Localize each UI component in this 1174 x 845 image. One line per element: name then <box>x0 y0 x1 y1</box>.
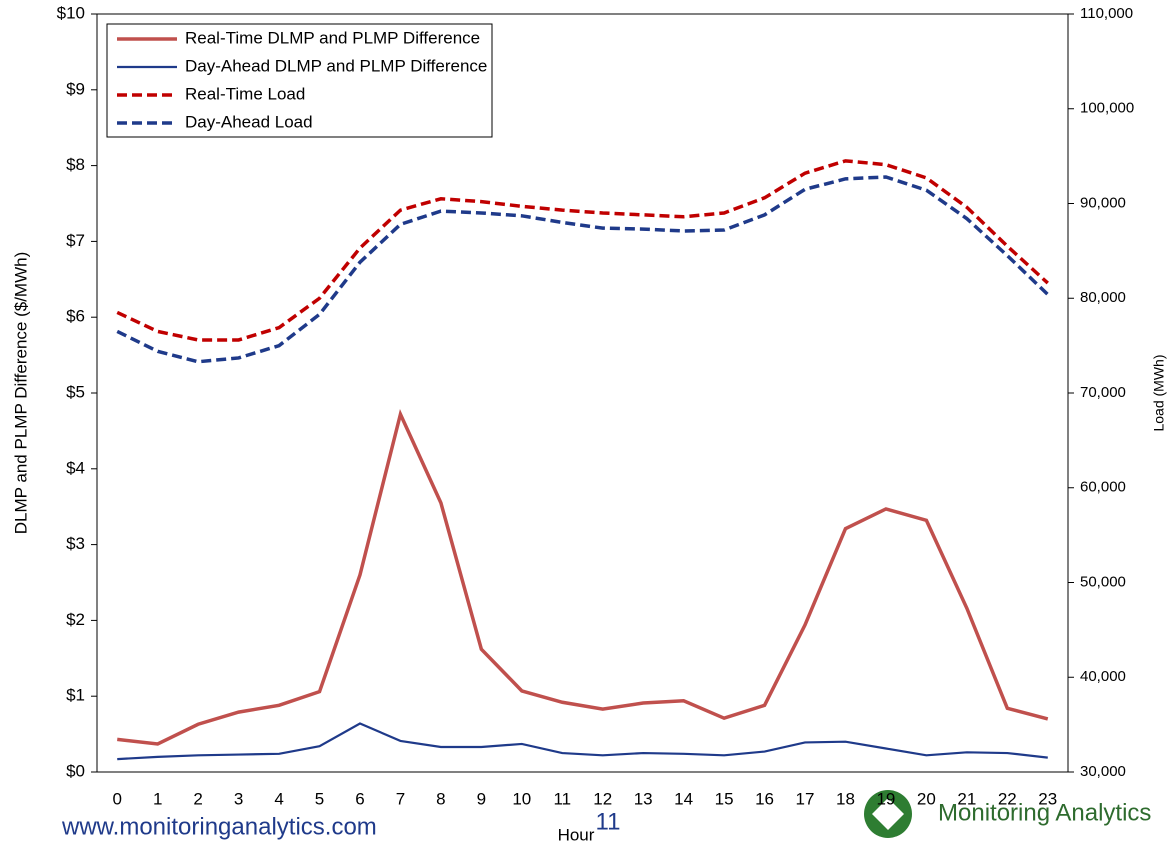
x-tick-label: 0 <box>112 789 121 808</box>
y2-tick-label: 60,000 <box>1080 479 1126 496</box>
y-tick-label: $2 <box>66 610 85 629</box>
x-tick-label: 8 <box>436 789 445 808</box>
x-tick-label: 15 <box>715 789 734 808</box>
x-tick-label: 9 <box>477 789 486 808</box>
legend: Real-Time DLMP and PLMP Difference Day-Ah… <box>106 23 493 138</box>
series-line <box>117 722 1048 761</box>
x-tick-label: 14 <box>674 789 693 808</box>
x-tick-label: 16 <box>755 789 774 808</box>
y-tick-label: $1 <box>66 686 85 705</box>
x-tick-label: 23 <box>1038 789 1057 808</box>
y2-tick-label: 30,000 <box>1080 763 1126 780</box>
y-tick-label: $10 <box>57 3 85 22</box>
y2-tick-label: 50,000 <box>1080 573 1126 590</box>
legend-label: Day-Ahead DLMP and PLMP Difference <box>185 56 487 75</box>
y2-tick-label: 40,000 <box>1080 668 1126 685</box>
x-tick-label: 3 <box>234 789 243 808</box>
footer-url: www.monitoringanalytics.com <box>61 813 377 840</box>
logo-icon <box>864 790 912 838</box>
y-tick-label: $9 <box>66 79 85 98</box>
x-tick-label: 13 <box>634 789 653 808</box>
y-tick-label: $6 <box>66 307 85 326</box>
x-tick-label: 2 <box>193 789 202 808</box>
x-tick-label: 22 <box>998 789 1017 808</box>
y-tick-label: $4 <box>66 458 85 477</box>
y2-tick-label: 80,000 <box>1080 289 1126 306</box>
y-tick-label: $0 <box>66 761 85 780</box>
legend-label: Day-Ahead Load <box>185 112 313 131</box>
x-tick-label: 7 <box>396 789 405 808</box>
legend-label: Real-Time DLMP and PLMP Difference <box>185 28 480 47</box>
x-tick-label: 21 <box>957 789 976 808</box>
series-line <box>116 175 1049 364</box>
series-line <box>116 159 1049 342</box>
x-tick-label: 6 <box>355 789 364 808</box>
x-tick-label: 19 <box>876 789 895 808</box>
y2-tick-label: 70,000 <box>1080 384 1126 401</box>
x-axis-label: Hour <box>558 825 595 844</box>
y2-tick-label: 90,000 <box>1080 194 1126 211</box>
series-line <box>117 408 1049 746</box>
y2-tick-label: 110,000 <box>1080 5 1133 22</box>
x-tick-label: 1 <box>153 789 162 808</box>
y-tick-label: $5 <box>66 382 85 401</box>
legend-box <box>106 23 493 138</box>
y-tick-label: $7 <box>66 231 85 250</box>
y-axis-label: DLMP and PLMP Difference ($/MWh) <box>11 252 30 535</box>
x-tick-label: 17 <box>796 789 815 808</box>
logo-text: Monitoring Analytics <box>938 799 1151 826</box>
legend-label: Real-Time Load <box>185 84 305 103</box>
x-tick-label: 5 <box>315 789 324 808</box>
x-tick-label: 12 <box>593 789 612 808</box>
page-number: 11 <box>596 808 621 835</box>
x-tick-label: 11 <box>553 789 571 808</box>
y2-tick-label: 100,000 <box>1080 100 1134 117</box>
y-tick-label: $8 <box>66 155 85 174</box>
x-tick-label: 10 <box>512 789 531 808</box>
y2-axis-label: Load (MWh) <box>1151 354 1167 431</box>
y-tick-label: $3 <box>66 534 85 553</box>
x-tick-label: 20 <box>917 789 936 808</box>
x-tick-label: 18 <box>836 789 855 808</box>
x-tick-label: 4 <box>274 789 283 808</box>
